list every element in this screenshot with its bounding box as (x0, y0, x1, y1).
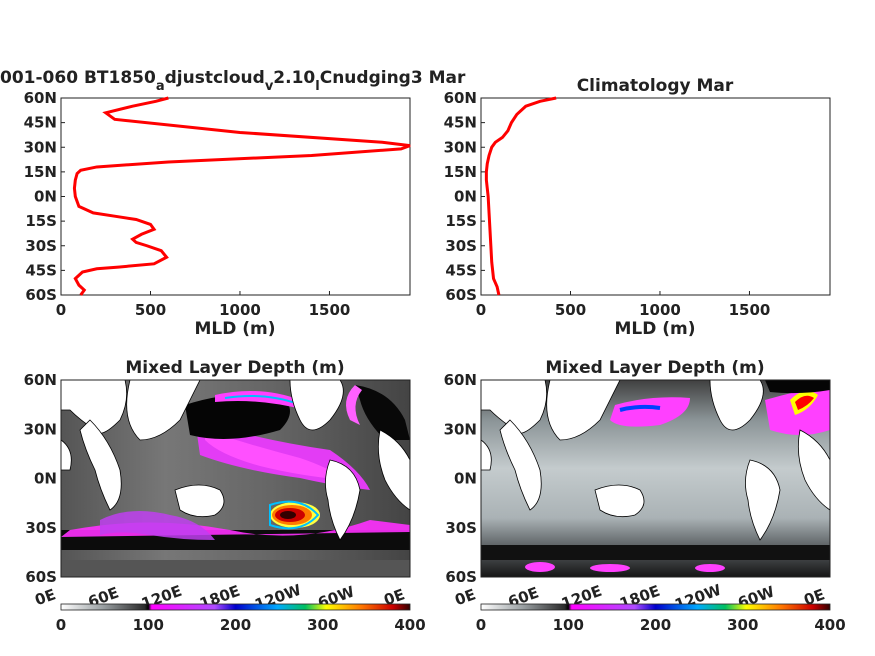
panel2-y-tick-label: 30S (445, 237, 477, 255)
panel3-colorbar-tick-label: 300 (307, 616, 338, 634)
panel2-y-tick-label: 15S (445, 212, 477, 230)
panel1-x-tick-label: 1500 (309, 301, 351, 319)
panel2-x-axis-label: MLD (m) (614, 319, 695, 339)
panel3-title: Mixed Layer Depth (m) (125, 358, 344, 378)
panel1-x-axis-label: MLD (m) (194, 319, 275, 339)
panel3-y-tick-label: 30N (24, 420, 57, 438)
panel2-y-tick-label: 0N (454, 188, 477, 206)
panel1-x-ticks: 0 500 1000 1500 (56, 291, 351, 319)
panel1-y-tick-label: 60N (24, 89, 57, 107)
panel2-y-tick-label: 30N (444, 138, 477, 156)
panel4-plot-frame (480, 379, 831, 578)
panel2-y-ticks: 60N 45N 30N 15N 0N 15S 30S 45S 60S (444, 89, 485, 304)
panel4-y-tick-label: 60S (445, 568, 477, 586)
panel3-x-tick-label: 0E (32, 585, 58, 609)
panel2-y-tick-label: 60S (445, 286, 477, 304)
panel4-y-tick-label: 60N (444, 371, 477, 389)
panel2-y-tick-label: 45N (444, 114, 477, 132)
panel1-y-tick-label: 15N (24, 163, 57, 181)
panel3-colorbar-ticks: 0 100 200 300 400 (56, 616, 426, 634)
panel4-colorbar (480, 603, 831, 611)
panel4-title: Mixed Layer Depth (m) (545, 358, 764, 378)
panel2-y-tick-label: 15N (444, 163, 477, 181)
panel4-x-tick-label: 0E (801, 585, 827, 609)
panel1-y-ticks: 60N 45N 30N 15N 0N 15S 30S 45S 60S (24, 89, 65, 304)
panel3-y-tick-label: 60N (24, 371, 57, 389)
panel3-y-tick-label: 0N (34, 470, 57, 488)
panel1-x-tick-label: 500 (135, 301, 166, 319)
panel3-colorbar (60, 603, 411, 611)
panel3-colorbar-tick-label: 200 (220, 616, 251, 634)
panel2-y-tick-label: 60N (444, 89, 477, 107)
panel4-y-ticks: 60N 30N 0N 30S 60S (444, 371, 477, 586)
panel3-y-ticks: 60N 30N 0N 30S 60S (24, 371, 57, 586)
panel1-x-tick-label: 0 (56, 301, 66, 319)
panel4-colorbar-tick-label: 300 (727, 616, 758, 634)
panel2-title: Climatology Mar (577, 76, 734, 96)
panel2-x-tick-label: 500 (555, 301, 586, 319)
panel3-y-tick-label: 30S (25, 519, 57, 537)
panel1-plot-frame (60, 97, 411, 296)
panel-climatology-profile: Climatology Mar 60N45N30N15N0N15S30S45S6… (444, 76, 831, 339)
panel3-colorbar-tick-label: 100 (133, 616, 164, 634)
panel2-x-tick-label: 0 (476, 301, 486, 319)
panel3-colorbar-tick-label: 0 (56, 616, 66, 634)
panel2-mld-line (484, 96, 557, 296)
panel4-colorbar-tick-label: 400 (814, 616, 845, 634)
panel4-y-tick-label: 30N (444, 420, 477, 438)
panel1-y-tick-label: 60S (25, 286, 57, 304)
panel3-x-tick-label: 0E (381, 585, 407, 609)
panel2-x-tick-label: 1000 (639, 301, 681, 319)
panel-model-profile: 001-060 BT1850adjustcloudv2.10lCnudging3… (0, 68, 466, 339)
panel4-colorbar-ticks: 0 100 200 300 400 (476, 616, 846, 634)
panel3-y-tick-label: 60S (25, 568, 57, 586)
panel3-colorbar-tick-label: 400 (394, 616, 425, 634)
panel1-y-tick-label: 45N (24, 114, 57, 132)
panel1-mld-line (72, 96, 411, 296)
panel2-plot-frame (480, 97, 831, 296)
panel4-y-tick-label: 30S (445, 519, 477, 537)
panel2-x-ticks: 0 500 1000 1500 (476, 291, 771, 319)
panel2-x-tick-label: 1500 (729, 301, 771, 319)
panel4-colorbar-tick-label: 100 (553, 616, 584, 634)
panel4-x-tick-label: 0E (452, 585, 478, 609)
panel3-map-image (61, 380, 410, 577)
panel4-y-tick-label: 0N (454, 470, 477, 488)
panel1-y-tick-label: 30S (25, 237, 57, 255)
panel4-map-image (481, 380, 830, 577)
panel1-title: 001-060 BT1850adjustcloudv2.10lCnudging3… (0, 68, 466, 94)
panel2-y-tick-label: 45S (445, 261, 477, 279)
panel1-y-tick-label: 15S (25, 212, 57, 230)
panel1-y-tick-label: 45S (25, 261, 57, 279)
panel4-colorbar-tick-label: 0 (476, 616, 486, 634)
panel-climatology-map: Mixed Layer Depth (m) (444, 358, 846, 634)
panel-model-map: Mixed Layer Depth (m) (24, 358, 426, 634)
panel4-colorbar-tick-label: 200 (640, 616, 671, 634)
panel1-y-tick-label: 0N (34, 188, 57, 206)
panel3-plot-frame (60, 379, 411, 578)
panel1-x-tick-label: 1000 (219, 301, 261, 319)
panel1-y-tick-label: 30N (24, 138, 57, 156)
